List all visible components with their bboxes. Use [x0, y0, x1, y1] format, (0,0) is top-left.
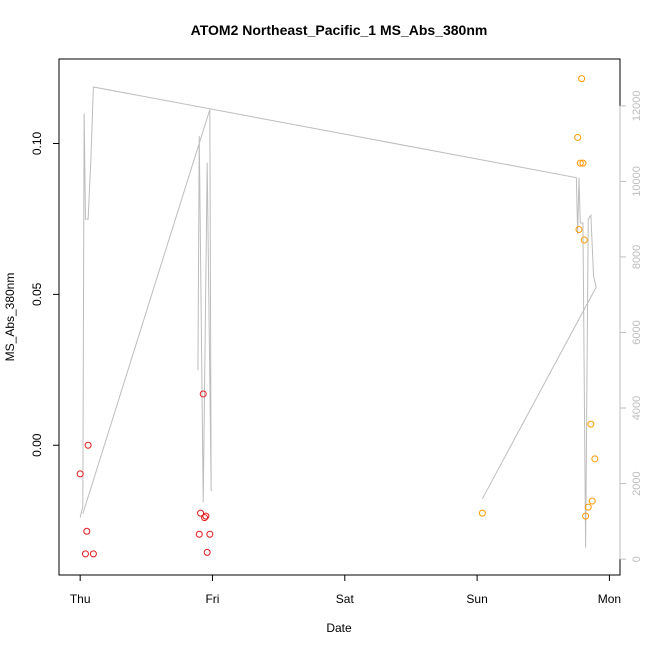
x-tick-label: Thu — [70, 592, 91, 606]
right-y-tick-label: 0 — [631, 556, 643, 562]
right-y-tick-label: 10000 — [631, 166, 643, 197]
right-y-tick-label: 8000 — [631, 245, 643, 269]
orange-data-point — [575, 225, 583, 233]
x-tick-label: Sat — [336, 592, 355, 606]
right-y-axis: 0 2000 4000 6000 8000 10000 12000 — [619, 91, 643, 562]
red-data-point — [76, 470, 84, 478]
orange-data-point — [591, 455, 599, 463]
x-tick-label: Sun — [466, 592, 487, 606]
orange-data-point — [579, 159, 587, 167]
red-data-point — [84, 441, 92, 449]
red-data-point — [206, 530, 214, 538]
red-data-point — [197, 509, 205, 517]
line-series — [79, 86, 597, 548]
red-data-point — [201, 514, 209, 522]
red-data-point — [89, 550, 97, 558]
right-y-tick-label: 4000 — [631, 396, 643, 420]
y-axis-label: MS_Abs_380nm — [3, 273, 17, 362]
red-data-point — [195, 530, 203, 538]
orange-data-point — [574, 133, 582, 141]
right-y-tick-label: 6000 — [631, 320, 643, 344]
gray-line-series — [79, 86, 597, 548]
y-tick-label: 0.05 — [30, 282, 44, 306]
red-data-point — [202, 512, 210, 520]
orange-data-point — [576, 159, 584, 167]
orange-data-point — [478, 509, 486, 517]
x-tick-label: Mon — [598, 592, 621, 606]
red-data-point — [203, 548, 211, 556]
y-tick-label: 0.10 — [30, 131, 44, 155]
chart-title: ATOM2 Northeast_Pacific_1 MS_Abs_380nm — [191, 22, 488, 38]
orange-data-point — [580, 236, 588, 244]
y-axis: 0.00 0.05 0.10 — [30, 131, 60, 457]
orange-data-point — [587, 420, 595, 428]
orange-data-point — [578, 75, 586, 83]
x-axis: Thu Fri Sat Sun Mon — [70, 574, 621, 606]
y-tick-label: 0.00 — [30, 433, 44, 457]
gray-line-series — [82, 109, 212, 514]
orange-data-point — [588, 497, 596, 505]
x-tick-label: Fri — [205, 592, 219, 606]
right-y-tick-label: 2000 — [631, 471, 643, 495]
right-y-tick-label: 12000 — [631, 91, 643, 122]
orange-data-point — [584, 503, 592, 511]
red-data-point — [199, 390, 207, 398]
point-series — [76, 75, 599, 558]
red-data-point — [83, 527, 91, 535]
x-axis-label: Date — [326, 621, 352, 635]
orange-data-point — [582, 512, 590, 520]
plot-frame — [58, 58, 621, 576]
red-data-point — [81, 550, 89, 558]
